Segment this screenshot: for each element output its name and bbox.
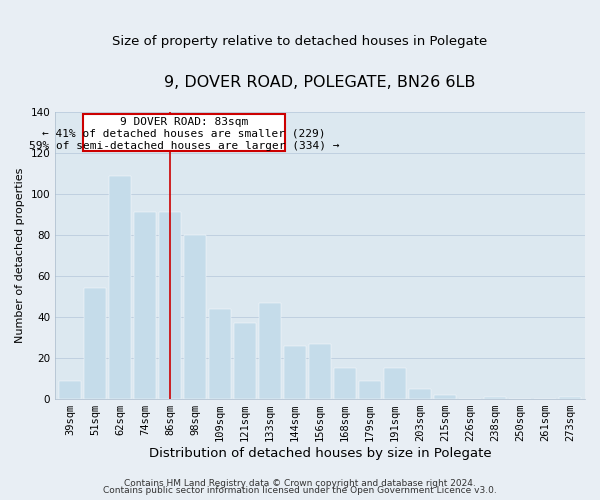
Text: Contains public sector information licensed under the Open Government Licence v3: Contains public sector information licen…: [103, 486, 497, 495]
Bar: [209, 309, 232, 399]
Text: ← 41% of detached houses are smaller (229): ← 41% of detached houses are smaller (22…: [42, 128, 326, 138]
Bar: [159, 212, 181, 399]
Bar: [59, 380, 82, 399]
Bar: [284, 346, 307, 399]
Bar: [109, 176, 131, 399]
Text: 9 DOVER ROAD: 83sqm: 9 DOVER ROAD: 83sqm: [120, 117, 248, 127]
Text: Size of property relative to detached houses in Polegate: Size of property relative to detached ho…: [112, 34, 488, 48]
Bar: [259, 302, 281, 399]
Bar: [184, 235, 206, 399]
Text: Contains HM Land Registry data © Crown copyright and database right 2024.: Contains HM Land Registry data © Crown c…: [124, 478, 476, 488]
Text: 59% of semi-detached houses are larger (334) →: 59% of semi-detached houses are larger (…: [29, 140, 339, 150]
Bar: [484, 397, 506, 399]
Bar: [559, 397, 581, 399]
Bar: [309, 344, 331, 399]
Bar: [134, 212, 157, 399]
X-axis label: Distribution of detached houses by size in Polegate: Distribution of detached houses by size …: [149, 447, 491, 460]
Y-axis label: Number of detached properties: Number of detached properties: [15, 168, 25, 343]
Bar: [84, 288, 106, 399]
Bar: [359, 380, 382, 399]
Bar: [384, 368, 406, 399]
Title: 9, DOVER ROAD, POLEGATE, BN26 6LB: 9, DOVER ROAD, POLEGATE, BN26 6LB: [164, 75, 476, 90]
Bar: [234, 323, 256, 399]
Bar: [334, 368, 356, 399]
FancyBboxPatch shape: [83, 114, 285, 151]
Bar: [409, 389, 431, 399]
Bar: [434, 395, 456, 399]
